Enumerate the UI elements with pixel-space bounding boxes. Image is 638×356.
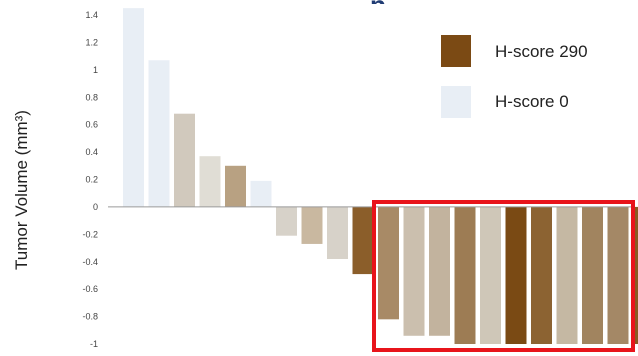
bar bbox=[633, 206, 638, 344]
bar bbox=[531, 206, 552, 344]
legend-swatch-hscore-290 bbox=[441, 35, 471, 67]
bar bbox=[352, 206, 374, 275]
y-tick-label: 0.8 bbox=[85, 92, 98, 102]
bar bbox=[199, 156, 221, 207]
y-tick-label: 0 bbox=[93, 202, 98, 212]
y-tick-label: 0.2 bbox=[85, 175, 98, 185]
y-tick-label: 1.4 bbox=[85, 10, 98, 20]
bar bbox=[327, 206, 348, 260]
y-tick-label: -0.6 bbox=[82, 284, 98, 294]
bar bbox=[454, 206, 476, 344]
bar bbox=[505, 206, 527, 344]
y-tick-label: -0.2 bbox=[82, 229, 98, 239]
bar bbox=[301, 206, 323, 244]
bar bbox=[174, 113, 195, 207]
bar bbox=[480, 206, 501, 344]
y-tick-label: -0.4 bbox=[82, 257, 98, 267]
bar bbox=[276, 206, 297, 236]
svg-text:p: p bbox=[370, 0, 386, 4]
legend-label-hscore-0: H-score 0 bbox=[495, 92, 569, 111]
title-fragment: p bbox=[370, 0, 430, 4]
y-tick-label: -1 bbox=[90, 339, 98, 349]
bar bbox=[429, 206, 450, 336]
y-tick-label: 1.2 bbox=[85, 37, 98, 47]
legend-label-hscore-290: H-score 290 bbox=[495, 42, 588, 61]
y-tick-label: 0.6 bbox=[85, 120, 98, 130]
highlight-box bbox=[372, 200, 635, 352]
y-tick-label: -0.8 bbox=[82, 312, 98, 322]
y-tick-label: 0.4 bbox=[85, 147, 98, 157]
bar bbox=[378, 206, 399, 320]
bar bbox=[403, 206, 425, 336]
legend-swatch-hscore-0 bbox=[441, 86, 471, 118]
bar bbox=[582, 206, 603, 344]
bar bbox=[225, 165, 246, 207]
bar bbox=[148, 60, 170, 207]
bar bbox=[123, 8, 144, 207]
bar bbox=[250, 180, 272, 207]
y-axis-label: Tumor Volume (mm³) bbox=[12, 110, 31, 270]
bar bbox=[556, 206, 578, 344]
bar bbox=[607, 206, 629, 344]
y-tick-label: 1 bbox=[93, 65, 98, 75]
